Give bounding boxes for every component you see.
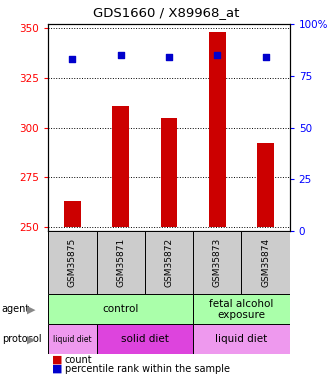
- Text: GDS1660 / X89968_at: GDS1660 / X89968_at: [93, 6, 240, 19]
- Bar: [145, 231, 193, 294]
- Bar: [48, 294, 193, 324]
- Bar: [97, 231, 145, 294]
- Bar: [257, 143, 274, 226]
- Text: liquid diet: liquid diet: [215, 334, 267, 344]
- Text: protocol: protocol: [2, 334, 41, 344]
- Text: GSM35875: GSM35875: [68, 238, 77, 287]
- Point: [118, 53, 123, 58]
- Text: liquid diet: liquid diet: [53, 335, 92, 344]
- Bar: [193, 294, 290, 324]
- Bar: [48, 231, 97, 294]
- Text: ▶: ▶: [27, 304, 36, 314]
- Text: GSM35873: GSM35873: [213, 238, 222, 287]
- Point: [166, 54, 172, 60]
- Point: [70, 56, 75, 62]
- Text: GSM35871: GSM35871: [116, 238, 125, 287]
- Text: fetal alcohol
exposure: fetal alcohol exposure: [209, 298, 274, 320]
- Bar: [193, 324, 290, 354]
- Text: ■: ■: [52, 364, 62, 374]
- Bar: [193, 231, 241, 294]
- Bar: [161, 118, 177, 226]
- Bar: [112, 106, 129, 226]
- Point: [263, 54, 268, 60]
- Bar: [241, 231, 290, 294]
- Text: GSM35872: GSM35872: [165, 238, 173, 287]
- Text: ■: ■: [52, 355, 62, 364]
- Text: control: control: [103, 304, 139, 314]
- Text: percentile rank within the sample: percentile rank within the sample: [65, 364, 230, 374]
- Bar: [97, 324, 193, 354]
- Point: [214, 53, 220, 58]
- Text: count: count: [65, 355, 93, 364]
- Bar: [48, 324, 97, 354]
- Text: ▶: ▶: [27, 334, 36, 344]
- Text: GSM35874: GSM35874: [261, 238, 270, 287]
- Text: agent: agent: [2, 304, 30, 314]
- Bar: [64, 201, 81, 226]
- Text: solid diet: solid diet: [121, 334, 169, 344]
- Bar: [209, 32, 226, 226]
